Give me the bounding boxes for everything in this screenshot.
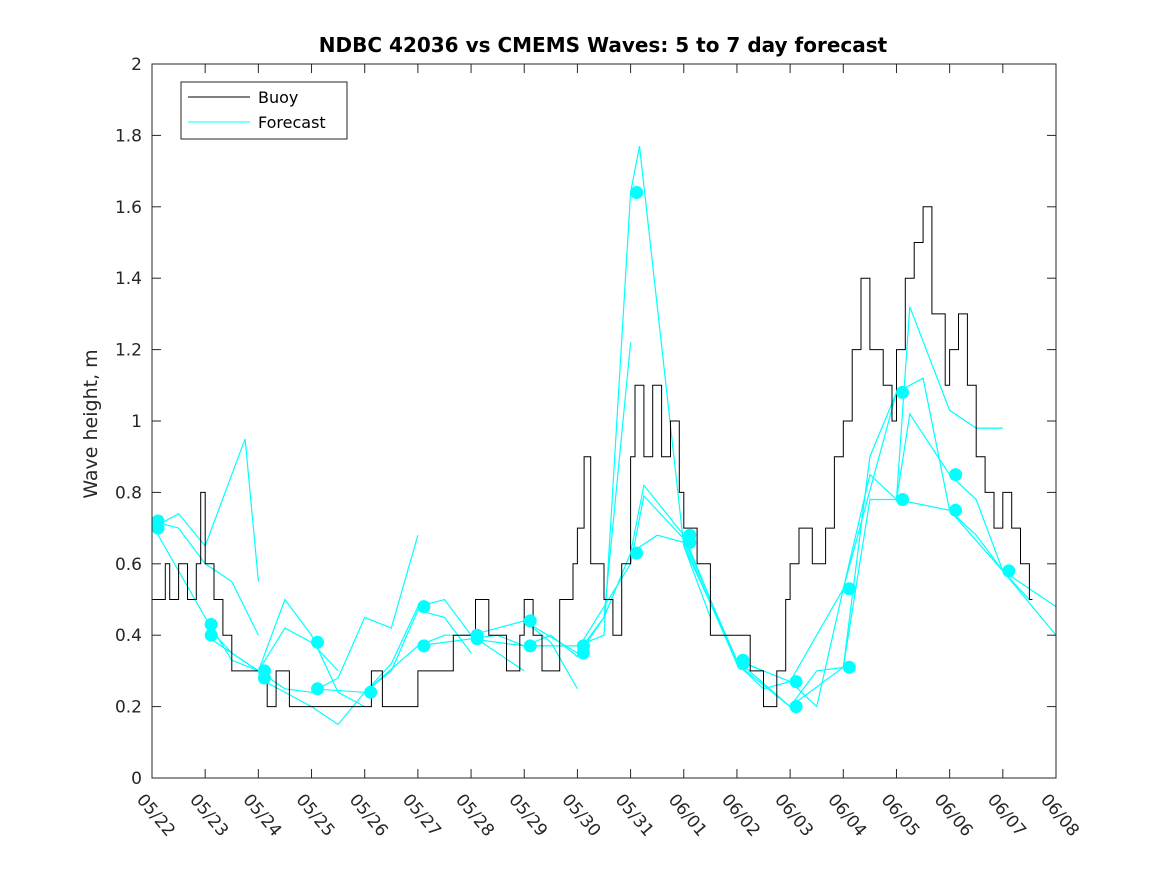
forecast-marker (204, 618, 218, 631)
legend-label-forecast: Forecast (258, 113, 326, 132)
forecast-marker (576, 646, 590, 660)
forecast-marker (311, 682, 324, 696)
forecast-marker (896, 493, 909, 506)
forecast-marker (842, 582, 856, 596)
forecast-marker (417, 639, 431, 653)
forecast-marker (683, 535, 697, 549)
y-tick-label: 0.6 (115, 555, 142, 575)
forecast-marker (736, 657, 750, 671)
legend-label-buoy: Buoy (258, 88, 298, 107)
forecast-marker (204, 628, 218, 642)
chart-title: NDBC 42036 vs CMEMS Waves: 5 to 7 day fo… (319, 33, 888, 57)
forecast-marker (949, 468, 963, 482)
forecast-marker (789, 700, 803, 714)
forecast-marker (630, 186, 644, 199)
forecast-marker (311, 635, 324, 649)
forecast-marker (151, 521, 165, 535)
buoy-series (152, 206, 1033, 708)
forecast-marker (630, 546, 644, 560)
forecast-marker (257, 671, 271, 685)
forecast-line (896, 498, 1030, 600)
forecast-line (258, 609, 472, 726)
forecast-marker (364, 685, 378, 699)
buoy-line (152, 206, 1033, 708)
forecast-marker (417, 600, 431, 614)
forecast-marker (1002, 564, 1016, 578)
forecast-line (151, 438, 259, 582)
y-tick-label: 0.4 (115, 626, 142, 646)
y-axis: 0 0.2 0.4 0.6 0.8 1 1.2 1.4 1.6 1.8 2 (115, 55, 1056, 789)
forecast-line (789, 412, 1057, 708)
y-tick-label: 0 (131, 769, 142, 789)
forecast-marker (842, 660, 856, 674)
forecast-marker (896, 385, 909, 399)
y-tick-label: 0.8 (115, 483, 142, 503)
forecast-marker (523, 614, 537, 628)
forecast-line (842, 377, 1057, 608)
y-tick-label: 2 (131, 55, 142, 75)
y-tick-label: 1 (131, 412, 142, 432)
forecast-marker (949, 503, 963, 517)
forecast-markers (151, 186, 1016, 714)
forecast-marker (789, 675, 803, 689)
legend-box (180, 81, 348, 140)
y-tick-label: 0.2 (115, 698, 142, 718)
forecast-marker (523, 639, 537, 653)
y-axis-label: Wave height, m (80, 349, 102, 498)
y-tick-label: 1.8 (115, 126, 142, 146)
legend: Buoy Forecast (180, 81, 348, 140)
y-tick-label: 1.6 (115, 198, 142, 218)
forecast-marker (470, 632, 484, 646)
y-tick-label: 1.4 (115, 269, 142, 289)
y-tick-label: 1.2 (115, 341, 142, 361)
